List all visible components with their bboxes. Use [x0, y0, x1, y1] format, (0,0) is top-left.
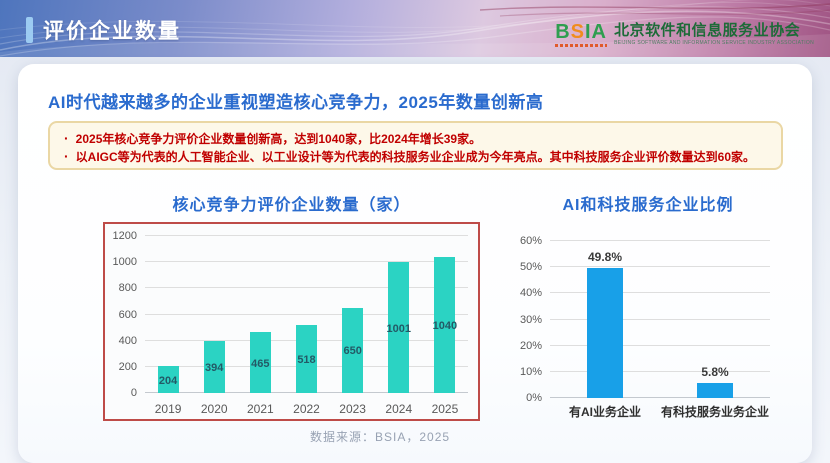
bullet-item: · 以AIGC等为代表的人工智能企业、以工业设计等为代表的科技服务业企业成为今年…	[64, 148, 767, 166]
bullet-text: 2025年核心竞争力评价企业数量创新高，达到1040家，比2024年增长39家。	[75, 132, 482, 146]
bar-chart-frame: 0 200 400 600 800 1000 1200 204 2019 394 2020 465 20…	[103, 222, 480, 421]
gridline	[550, 318, 770, 320]
category-label: 有科技服务业务企业	[660, 405, 769, 419]
chart-title-ratio: AI和科技服务企业比例	[562, 197, 734, 214]
y-axis-tick-label: 200	[118, 360, 137, 373]
bar	[203, 341, 225, 393]
header-banner: 评价企业数量 BSIA 北京软件和信息服务业协会 BEIJING SOFTWAR…	[0, 0, 830, 57]
y-axis-tick-label: 50%	[519, 261, 542, 274]
bar-value-label: 518	[297, 354, 316, 367]
bar	[249, 332, 271, 393]
gridline	[550, 344, 770, 346]
bullet-item: · 2025年核心竞争力评价企业数量创新高，达到1040家，比2024年增长39…	[64, 130, 767, 148]
bar-value-label: 394	[205, 362, 224, 375]
gridline	[550, 240, 770, 241]
category-label: 2022	[293, 402, 320, 416]
bullet-text: 以AIGC等为代表的人工智能企业、以工业设计等为代表的科技服务业企业成为今年亮点…	[75, 150, 756, 164]
y-axis-tick-label: 600	[118, 308, 137, 321]
bar-value-label: 1040	[432, 319, 458, 332]
bar	[157, 366, 179, 393]
gridline	[145, 287, 468, 289]
category-label: 2025	[431, 402, 459, 416]
logo-org-name: 北京软件和信息服务业协会	[614, 22, 801, 39]
bar-chart-ratio: 0% 10% 20% 30% 40% 50% 60% 49.8% 有AI业务企业 5.8% 有科技服…	[510, 227, 778, 423]
y-axis-tick-label: 1200	[112, 230, 137, 242]
wave-decoration	[0, 0, 830, 57]
y-axis-tick-label: 400	[118, 334, 137, 347]
category-label: 2023	[339, 402, 366, 416]
category-label: 有AI业务企业	[568, 405, 641, 419]
bsia-logo: BSIA 北京软件和信息服务业协会 BEIJING SOFTWARE AND I…	[555, 22, 814, 47]
y-axis-tick-label: 10%	[519, 365, 542, 378]
logo-text: 北京软件和信息服务业协会 BEIJING SOFTWARE AND INFORM…	[614, 22, 814, 46]
y-axis-tick-label: 30%	[519, 313, 542, 326]
gridline	[145, 235, 468, 236]
bullet-dot: ·	[64, 130, 69, 146]
headline: AI时代越来越多的企业重视塑造核心竞争力，2025年数量创新高	[48, 93, 544, 112]
category-label: 2024	[385, 402, 413, 416]
y-axis-tick-label: 20%	[519, 339, 542, 352]
y-axis-tick-label: 800	[118, 282, 137, 295]
y-axis-tick-label: 40%	[519, 287, 542, 300]
bar-value-label: 650	[343, 345, 362, 358]
page-title: 评价企业数量	[43, 20, 181, 43]
source-note: 数据来源：BSIA，2025	[310, 430, 451, 444]
gridline	[145, 313, 468, 315]
gridline	[550, 292, 770, 294]
bullet-dot: ·	[64, 148, 69, 164]
bar	[342, 307, 364, 393]
logo-letter: A	[591, 21, 607, 43]
category-label: 2020	[200, 402, 228, 416]
bar	[587, 267, 623, 398]
y-axis-tick-label: 0	[130, 387, 137, 399]
bar-value-label: 204	[158, 374, 178, 387]
title-row: 评价企业数量	[26, 15, 181, 45]
content-card: AI时代越来越多的企业重视塑造核心竞争力，2025年数量创新高 · 2025年核…	[18, 64, 812, 463]
bar-chart-companies: 0 200 400 600 800 1000 1200 204 2019 394 2020 465 20…	[105, 224, 478, 419]
bar	[296, 325, 317, 393]
gridline	[550, 397, 770, 398]
bar-value-label: 465	[251, 357, 270, 370]
logo-letter: S	[570, 21, 585, 43]
callout-box: · 2025年核心竞争力评价企业数量创新高，达到1040家，比2024年增长39…	[48, 121, 783, 170]
bar-value-label: 49.8%	[587, 249, 623, 264]
category-label: 2021	[246, 402, 274, 416]
gridline	[550, 370, 770, 372]
gridline	[145, 261, 468, 263]
y-axis-tick-label: 60%	[519, 235, 542, 247]
gridline	[550, 266, 770, 268]
logo-org-name-en: BEIJING SOFTWARE AND INFORMATION SERVICE…	[614, 40, 814, 46]
logo-acronym: BSIA	[555, 22, 608, 47]
logo-letters: BSIA	[555, 22, 607, 42]
bar	[434, 256, 456, 393]
y-axis-tick-label: 0%	[526, 392, 542, 404]
logo-letter: B	[555, 21, 571, 43]
y-axis-tick-label: 1000	[112, 256, 137, 269]
bar-value-label: 1001	[386, 322, 412, 335]
logo-letter: I	[584, 21, 592, 43]
category-label: 2019	[154, 402, 182, 416]
title-accent-bar	[26, 17, 33, 43]
logo-accent-strip	[555, 44, 608, 47]
bar	[388, 262, 410, 393]
chart-title-companies: 核心竞争力评价企业数量（家）	[172, 197, 411, 214]
bar	[697, 382, 733, 398]
bar-value-label: 5.8%	[701, 364, 729, 379]
